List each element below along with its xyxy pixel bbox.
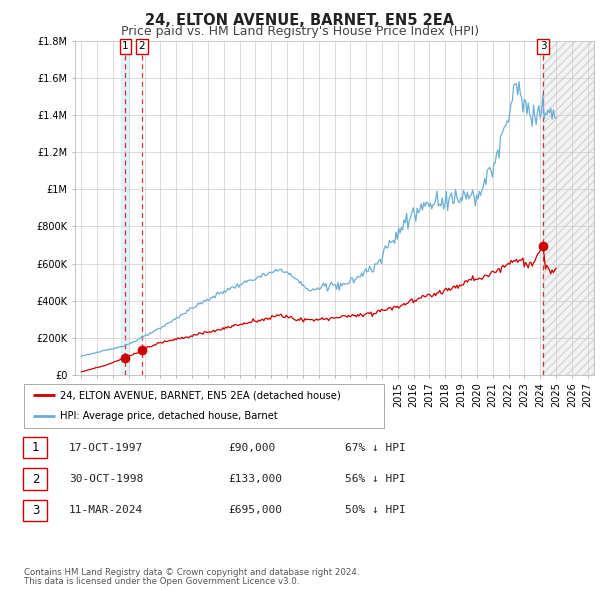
Text: 24, ELTON AVENUE, BARNET, EN5 2EA: 24, ELTON AVENUE, BARNET, EN5 2EA: [145, 13, 455, 28]
Text: 3: 3: [540, 41, 547, 51]
Text: 56% ↓ HPI: 56% ↓ HPI: [345, 474, 406, 484]
Text: 24, ELTON AVENUE, BARNET, EN5 2EA (detached house): 24, ELTON AVENUE, BARNET, EN5 2EA (detac…: [60, 391, 341, 401]
Text: 11-MAR-2024: 11-MAR-2024: [69, 506, 143, 515]
Text: 50% ↓ HPI: 50% ↓ HPI: [345, 506, 406, 515]
Text: 2: 2: [32, 473, 39, 486]
Text: £695,000: £695,000: [228, 506, 282, 515]
Bar: [543, 41, 594, 375]
Text: 1: 1: [32, 441, 39, 454]
Text: 2: 2: [139, 41, 145, 51]
Text: 67% ↓ HPI: 67% ↓ HPI: [345, 443, 406, 453]
Text: This data is licensed under the Open Government Licence v3.0.: This data is licensed under the Open Gov…: [24, 578, 299, 586]
Text: HPI: Average price, detached house, Barnet: HPI: Average price, detached house, Barn…: [60, 411, 278, 421]
Text: 3: 3: [32, 504, 39, 517]
Text: 30-OCT-1998: 30-OCT-1998: [69, 474, 143, 484]
Text: £133,000: £133,000: [228, 474, 282, 484]
Text: 1: 1: [122, 41, 129, 51]
Text: Price paid vs. HM Land Registry's House Price Index (HPI): Price paid vs. HM Land Registry's House …: [121, 25, 479, 38]
Text: 17-OCT-1997: 17-OCT-1997: [69, 443, 143, 453]
Text: Contains HM Land Registry data © Crown copyright and database right 2024.: Contains HM Land Registry data © Crown c…: [24, 568, 359, 577]
Text: £90,000: £90,000: [228, 443, 275, 453]
Bar: [121, 41, 130, 375]
